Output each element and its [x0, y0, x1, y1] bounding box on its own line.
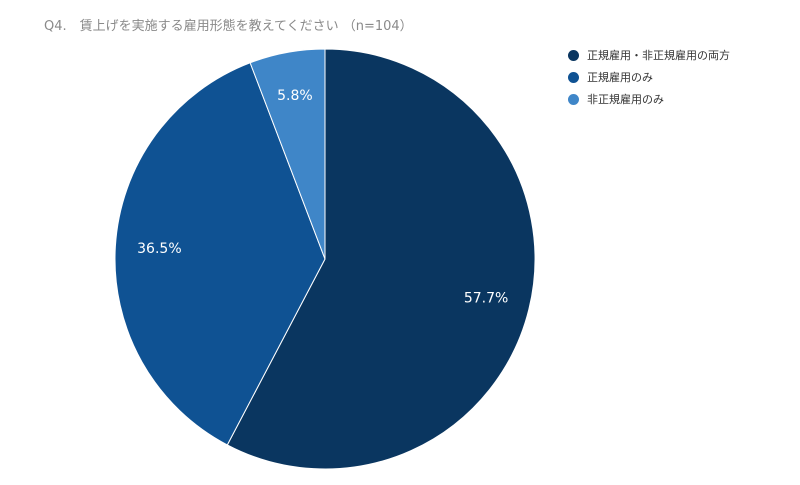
legend-swatch-non-regular-only	[568, 93, 579, 105]
legend-swatch-both	[568, 49, 579, 61]
legend-label-non-regular-only: 非正規雇用のみ	[587, 93, 664, 106]
legend-label-both: 正規雇用・非正規雇用の両方	[587, 49, 730, 62]
pie-slices	[114, 48, 536, 470]
chart-legend: 正規雇用・非正規雇用の両方 正規雇用のみ 非正規雇用のみ	[568, 44, 730, 110]
legend-swatch-regular-only	[568, 71, 579, 83]
legend-item-regular-only[interactable]: 正規雇用のみ	[568, 66, 730, 88]
pie-label-regular-only: 36.5%	[137, 241, 181, 257]
legend-label-regular-only: 正規雇用のみ	[587, 71, 653, 84]
pie-slice-non-regular-only[interactable]	[249, 48, 326, 260]
pie-slice-regular-only[interactable]	[114, 62, 326, 446]
pie-data-labels: 57.7% 36.5% 5.8%	[137, 88, 508, 307]
pie-label-non-regular-only: 5.8%	[277, 88, 313, 104]
legend-item-both[interactable]: 正規雇用・非正規雇用の両方	[568, 44, 730, 66]
legend-item-non-regular-only[interactable]: 非正規雇用のみ	[568, 88, 730, 110]
chart-title: Q4. 賃上げを実施する雇用形態を教えてください （n=104）	[44, 19, 413, 34]
pie-slice-both[interactable]	[226, 48, 536, 470]
pie-label-both: 57.7%	[464, 291, 508, 307]
